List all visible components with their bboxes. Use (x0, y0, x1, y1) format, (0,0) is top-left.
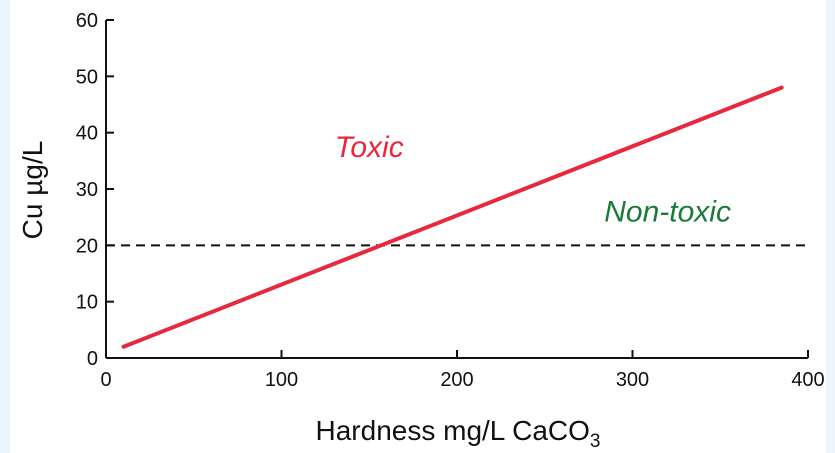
y-tick-label: 10 (76, 292, 98, 314)
chart-panel (10, 0, 826, 453)
x-tick-label: 0 (100, 369, 111, 391)
hardness-threshold-line (121, 85, 784, 349)
x-axis-title: Hardness mg/L CaCO3 (316, 415, 601, 452)
y-tick-label: 20 (76, 235, 98, 257)
annotation-toxic: Toxic (335, 131, 404, 164)
x-tick-label: 100 (265, 369, 298, 391)
y-tick-label: 60 (76, 10, 98, 32)
x-axis-title-subscript: 3 (590, 431, 601, 452)
y-tick-label: 50 (76, 66, 98, 88)
y-tick-label: 30 (76, 179, 98, 201)
x-tick-label: 300 (616, 369, 649, 391)
y-tick-label: 40 (76, 123, 98, 145)
y-tick-label: 0 (87, 348, 98, 370)
x-tick-label: 400 (791, 369, 824, 391)
x-axis-title-main: Hardness mg/L CaCO (316, 415, 590, 446)
y-axis-title: Cu µg/L (17, 141, 48, 240)
ticks: 0 10 20 30 40 50 60 0 100 200 300 400 (76, 10, 825, 391)
axes (105, 20, 808, 359)
x-tick-label: 200 (440, 369, 473, 391)
series-layer (121, 85, 784, 349)
annotation-non-toxic: Non-toxic (604, 196, 731, 229)
